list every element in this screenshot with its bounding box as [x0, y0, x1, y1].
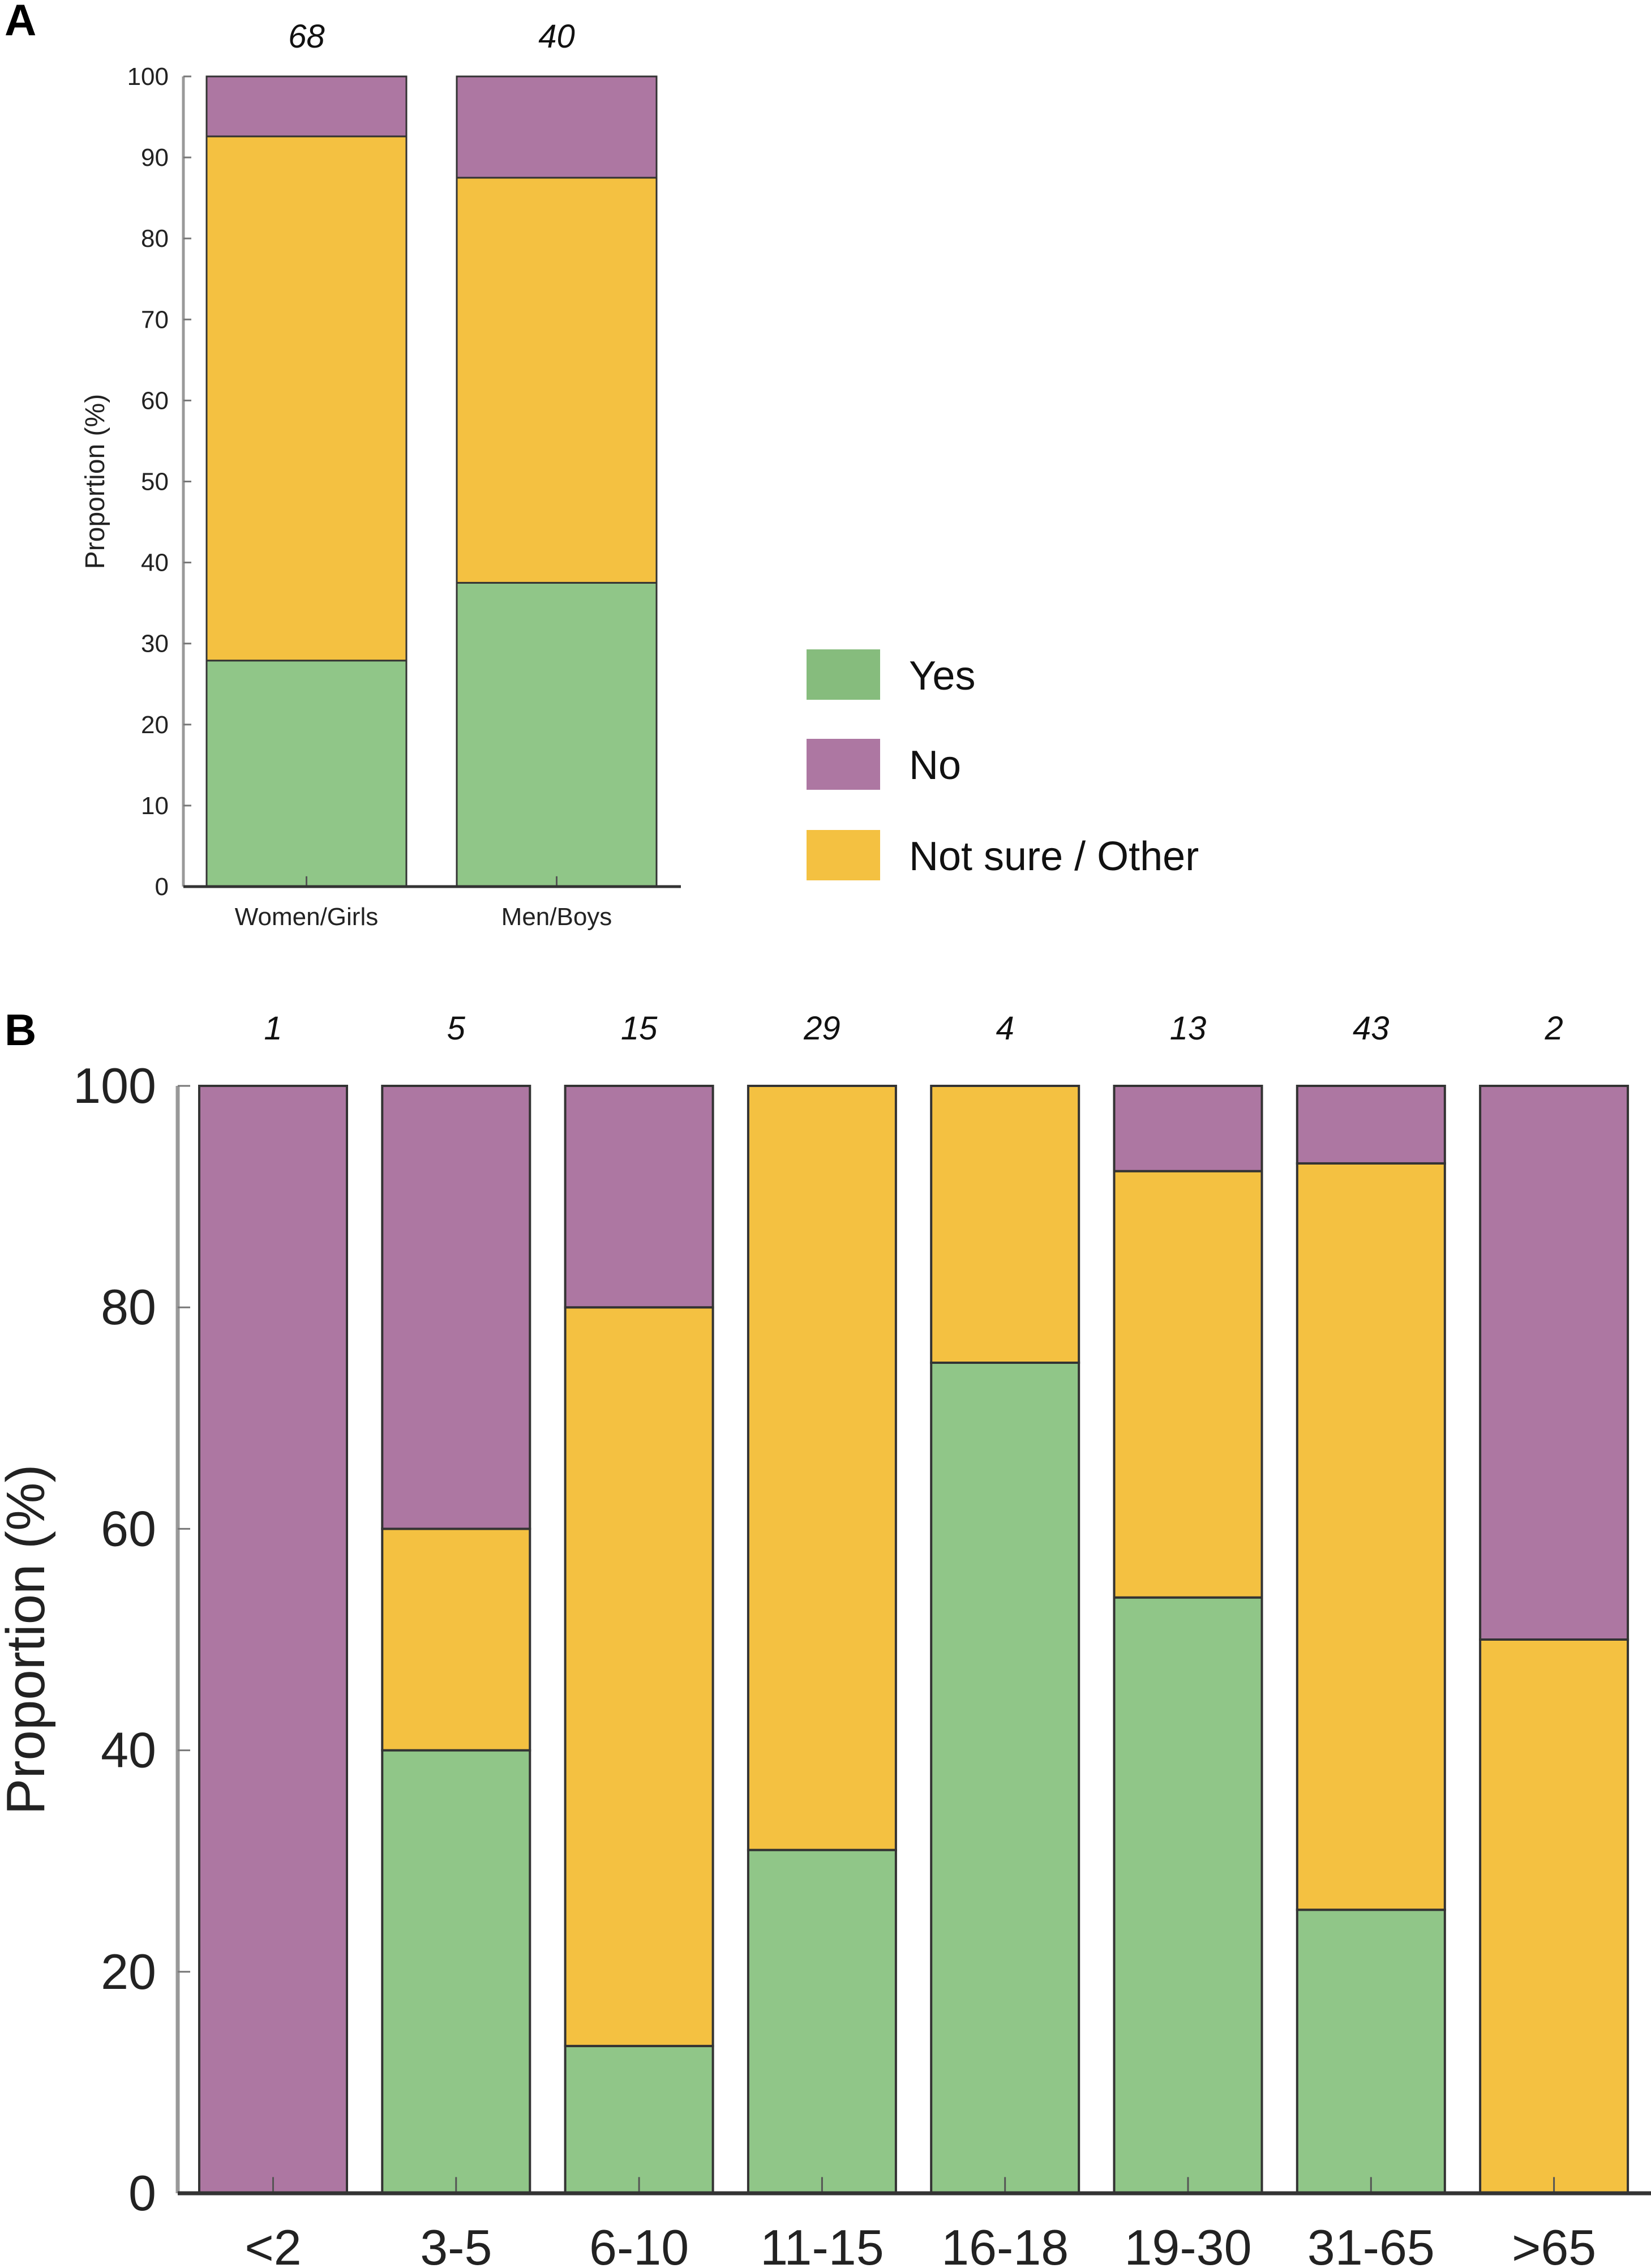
- panel-b-bar-segment-yes: [1113, 1596, 1263, 2195]
- legend-label-no: No: [909, 743, 961, 788]
- panel-b-sample-count: 2: [1544, 1010, 1563, 1047]
- panel-b-x-tick-label: 16-18: [941, 2219, 1069, 2268]
- panel-a-y-tick-label: 50: [141, 468, 169, 496]
- panel-b-sample-count: 4: [996, 1010, 1014, 1047]
- panel-b-bar-segment-not-sure: [1113, 1170, 1263, 1599]
- panel-b-bar-segment-yes: [1296, 1908, 1446, 2194]
- panel-a-y-axis-label: Proportion (%): [80, 394, 110, 569]
- panel-b-sample-count: 5: [447, 1010, 466, 1047]
- panel-b-bar-segment-not-sure: [381, 1527, 531, 1752]
- panel-b-bar-segment-no: [198, 1085, 348, 2194]
- panel-b-x-tick-label: >65: [1512, 2219, 1596, 2268]
- panel-b-bar-segment-no: [1113, 1085, 1263, 1172]
- panel-b-y-tick-label: 20: [101, 1944, 156, 2000]
- panel-a-y-tick-label: 20: [141, 711, 169, 739]
- panel-a-bar-segment-no: [456, 75, 658, 179]
- legend-swatch-not-sure: [807, 830, 880, 880]
- panel-b-bar-segment-yes: [930, 1362, 1080, 2194]
- panel-b-sample-count: 15: [621, 1010, 658, 1047]
- panel-b-sample-count: 13: [1170, 1010, 1207, 1047]
- panel-b-x-tick-label: 31-65: [1307, 2219, 1435, 2268]
- panel-b-bar-segment-no: [564, 1085, 714, 1309]
- panel-a-x-tick-label: Men/Boys: [501, 903, 612, 931]
- panel-a-x-tick-label: Women/Girls: [235, 903, 378, 931]
- panel-b-x-tick-label: <2: [245, 2219, 301, 2268]
- panel-b-bar-segment-yes: [381, 1749, 531, 2195]
- panel-a-y-tick-label: 80: [141, 225, 169, 253]
- panel-b-y-tick-label: 0: [128, 2165, 156, 2221]
- panel-a-bar-segment-not-sure: [456, 177, 658, 584]
- panel-b-bar-segment-not-sure: [930, 1085, 1080, 1364]
- panel-a-y-tick-label: 10: [141, 792, 169, 820]
- panel-b-y-tick-label: 40: [101, 1722, 156, 1778]
- panel-a-bar-segment-no: [205, 75, 408, 138]
- panel-b-bar-segment-not-sure: [747, 1085, 897, 1851]
- legend: Yes No Not sure / Other: [807, 649, 1199, 880]
- panel-b-bar-segment-not-sure: [564, 1306, 714, 2047]
- panel-b-bar-segment-not-sure: [1479, 1638, 1629, 2194]
- panel-b-chart: 0 20 40 60 80 100 Proportion (%) <2 1 3-5 5 6-10 15 1…: [0, 1010, 1651, 2268]
- panel-b-sample-count: 1: [264, 1010, 282, 1047]
- panel-b-x-tick-label: 11-15: [760, 2219, 884, 2268]
- panel-b-bar-segment-not-sure: [1296, 1162, 1446, 1911]
- panel-b-bar-segment-yes: [747, 1848, 897, 2194]
- panel-b-y-tick-label: 80: [101, 1279, 156, 1335]
- panel-a-y-tick-label: 100: [127, 63, 169, 91]
- panel-b-y-tick-label: 100: [73, 1058, 156, 1114]
- panel-b-y-axis-label: Proportion (%): [0, 1465, 56, 1815]
- panel-a-chart: 0 10 20 30 40 50 60 70 80 90 100 Proportion (%) Wome…: [80, 18, 681, 931]
- panel-b-letter: B: [5, 1005, 36, 1055]
- panel-b-bar-segment-no: [1296, 1085, 1446, 1165]
- panel-a-sample-count: 40: [538, 18, 575, 55]
- panel-a-sample-count: 68: [288, 18, 325, 55]
- panel-b-sample-count: 43: [1353, 1010, 1390, 1047]
- panel-a-y-tick-label: 30: [141, 630, 169, 658]
- panel-a-y-tick-label: 0: [155, 873, 169, 901]
- panel-b-sample-count: 29: [803, 1010, 840, 1047]
- panel-a-y-tick-label: 90: [141, 144, 169, 172]
- panel-a-y-tick-label: 70: [141, 306, 169, 333]
- legend-label-not-sure: Not sure / Other: [909, 834, 1199, 879]
- panel-b-bar-segment-yes: [564, 2044, 714, 2195]
- legend-swatch-yes: [807, 649, 880, 700]
- panel-b-y-tick-label: 60: [101, 1500, 156, 1556]
- panel-b-bar-segment-no: [1479, 1085, 1629, 1641]
- panel-b-x-tick-label: 6-10: [589, 2219, 689, 2268]
- panel-a-bar-segment-yes: [205, 660, 408, 888]
- panel-b-bar-segment-no: [381, 1085, 531, 1530]
- panel-b-x-tick-label: 19-30: [1124, 2219, 1251, 2268]
- legend-label-yes: Yes: [909, 653, 975, 699]
- panel-a-bar-segment-yes: [456, 581, 658, 888]
- panel-a-letter: A: [5, 0, 36, 45]
- panel-a-y-tick-label: 40: [141, 549, 169, 577]
- legend-swatch-no: [807, 739, 880, 790]
- panel-b-x-tick-label: 3-5: [420, 2219, 492, 2268]
- panel-a-y-tick-label: 60: [141, 387, 169, 414]
- panel-a-bar-segment-not-sure: [205, 135, 408, 662]
